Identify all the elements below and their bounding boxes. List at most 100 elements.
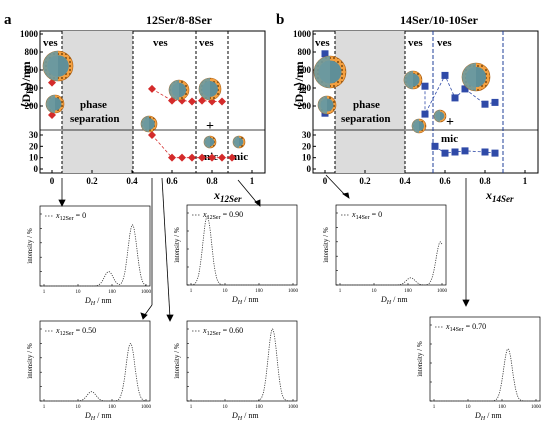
x-tick-label: 0 <box>50 176 55 186</box>
dls-curve <box>191 328 293 402</box>
dls-x-tick-label: 100 <box>404 289 412 294</box>
y-tick-label: 800 <box>25 47 39 57</box>
y-tick-label: 0 <box>307 164 312 174</box>
dls-xlabel: DH / nm <box>231 411 259 422</box>
panel-b-region-ves: ves <box>408 37 423 49</box>
panel-b-title: 14Ser/10-10Ser <box>400 13 479 27</box>
panel-a-ylabel: ⟨DH⟩/nm <box>19 61 35 108</box>
panel-a-y-ticks-top: 1000 800 600 400 200 <box>20 29 43 111</box>
panel-a-axes-frame <box>39 30 266 174</box>
dls-x-tick-label: 100 <box>255 289 263 294</box>
dls-xlabel: DH / nm <box>231 295 259 306</box>
panel-letter-b: b <box>276 12 284 28</box>
vesicle-half-icon <box>169 80 179 100</box>
y-tick-label: 1000 <box>20 29 39 39</box>
panel-a-xlabel: x12Ser <box>213 188 242 204</box>
dls-plot-a90: 1 10 100 1000 intensity / % DH / nm x12Ser = 0… <box>173 204 299 306</box>
vesicle-half-icon <box>46 95 55 113</box>
y-tick-label: 200 <box>298 101 312 111</box>
dls-x-tick-label: 100 <box>108 405 116 410</box>
panel-b-xlabel: x14Ser <box>485 188 514 204</box>
dls-ylabel: intensity / % <box>26 343 34 379</box>
x-tick-label: 0.4 <box>399 176 411 186</box>
dls-x-tick-label: 1000 <box>437 289 448 294</box>
vesicle-half-icon <box>233 136 239 148</box>
panel-b-region-separation: separation <box>341 113 391 125</box>
dls-x-tick-label: 10 <box>223 405 229 410</box>
x-tick-label: 0.6 <box>166 176 178 186</box>
panel-a-region-phase: phase <box>80 99 107 111</box>
panel-a-region-ves: ves <box>43 37 58 49</box>
x-tick-label: 0.8 <box>479 176 491 186</box>
panel-b-plus: + <box>446 115 454 130</box>
y-tick-label: 200 <box>25 101 39 111</box>
dls-curve <box>340 241 443 286</box>
y-tick-label: 30 <box>302 130 312 140</box>
panel-a-region-ves: ves <box>199 37 214 49</box>
panel-b-markers <box>313 50 499 157</box>
dls-xlabel: DH / nm <box>380 295 408 306</box>
y-tick-label: 400 <box>298 83 312 93</box>
panel-a-region-separation: separation <box>70 113 120 125</box>
dls-legend-text: x12Ser = 0.60 <box>202 326 243 337</box>
vesicle-half-icon <box>462 63 476 91</box>
data-point <box>491 98 499 106</box>
y-tick-label: 600 <box>298 65 312 75</box>
y-tick-label: 600 <box>25 65 39 75</box>
dls-x-tick-label: 100 <box>108 290 116 295</box>
dls-x-tick-label: 10 <box>223 289 229 294</box>
dls-ylabel: intensity / % <box>173 343 181 379</box>
series-line <box>434 146 496 154</box>
dls-x-tick-label: 1000 <box>531 405 542 410</box>
dls-curve <box>44 224 147 287</box>
x-tick-label: 1 <box>523 176 528 186</box>
dls-xlabel: DH / nm <box>84 296 112 307</box>
panel-b-ylabel: ⟨DH⟩/nm <box>292 61 308 108</box>
data-point <box>481 100 489 108</box>
panel-b-y-ticks-top: 1000 800 600 400 200 <box>293 29 316 111</box>
data-point <box>188 97 196 106</box>
dls-frame <box>39 320 151 402</box>
dls-xlabel: DH / nm <box>474 411 502 422</box>
dls-xlabel: DH / nm <box>84 411 112 422</box>
dls-legend-text: x12Ser = 0 <box>55 211 86 222</box>
y-tick-label: 800 <box>298 47 312 57</box>
vesicle-half-icon <box>43 51 58 81</box>
dls-x-tick-label: 10 <box>76 290 82 295</box>
dls-ylabel: intensity / % <box>26 228 34 264</box>
x-tick-label: 0.4 <box>126 176 138 186</box>
series-line <box>151 134 232 159</box>
dls-x-tick-label: 1 <box>339 289 342 294</box>
dls-x-tick-label: 1000 <box>141 290 152 295</box>
dls-x-tick-label: 1 <box>433 405 436 410</box>
dls-curve <box>44 342 147 402</box>
dls-plot-b70: 1 10 100 1000 intensity / % DH / nm x14Ser = 0… <box>416 316 542 422</box>
data-point <box>218 97 226 106</box>
dls-ylabel: intensity / % <box>173 227 181 263</box>
y-tick-label: 30 <box>29 130 39 140</box>
dls-plot-a50: 1 10 100 1000 intensity / % DH / nm x12Ser = 0… <box>26 320 152 422</box>
dls-legend-text: x14Ser = 0 <box>351 210 382 221</box>
panel-b-x-ticks: 0 0.2 0.4 0.6 0.8 1 <box>323 170 528 186</box>
dls-x-tick-label: 1 <box>190 289 193 294</box>
dls-plot-b0: 1 10 100 1000 intensity / % DH / nm x14Ser = 0 <box>322 204 448 306</box>
panel-a-region-ves: ves <box>153 37 168 49</box>
dls-ylabel: intensity / % <box>322 227 330 263</box>
x-tick-label: 0.2 <box>86 176 98 186</box>
dls-x-tick-label: 1 <box>43 290 46 295</box>
panel-a-markers <box>42 50 246 162</box>
dls-legend-text: x12Ser = 0.50 <box>55 326 96 337</box>
series-line <box>424 74 496 115</box>
x-tick-label: 1 <box>250 176 255 186</box>
panel-b-phase-region <box>335 31 405 173</box>
y-tick-label: 1000 <box>293 29 312 39</box>
vesicle-half-icon <box>404 71 413 89</box>
dls-curve <box>190 215 293 286</box>
vesicle-half-icon <box>434 110 440 122</box>
vesicle-half-icon <box>204 136 210 148</box>
dls-x-tick-label: 100 <box>498 405 506 410</box>
dls-plot-a60: 1 10 100 1000 intensity / % DH / nm x12Ser = 0… <box>173 320 299 422</box>
